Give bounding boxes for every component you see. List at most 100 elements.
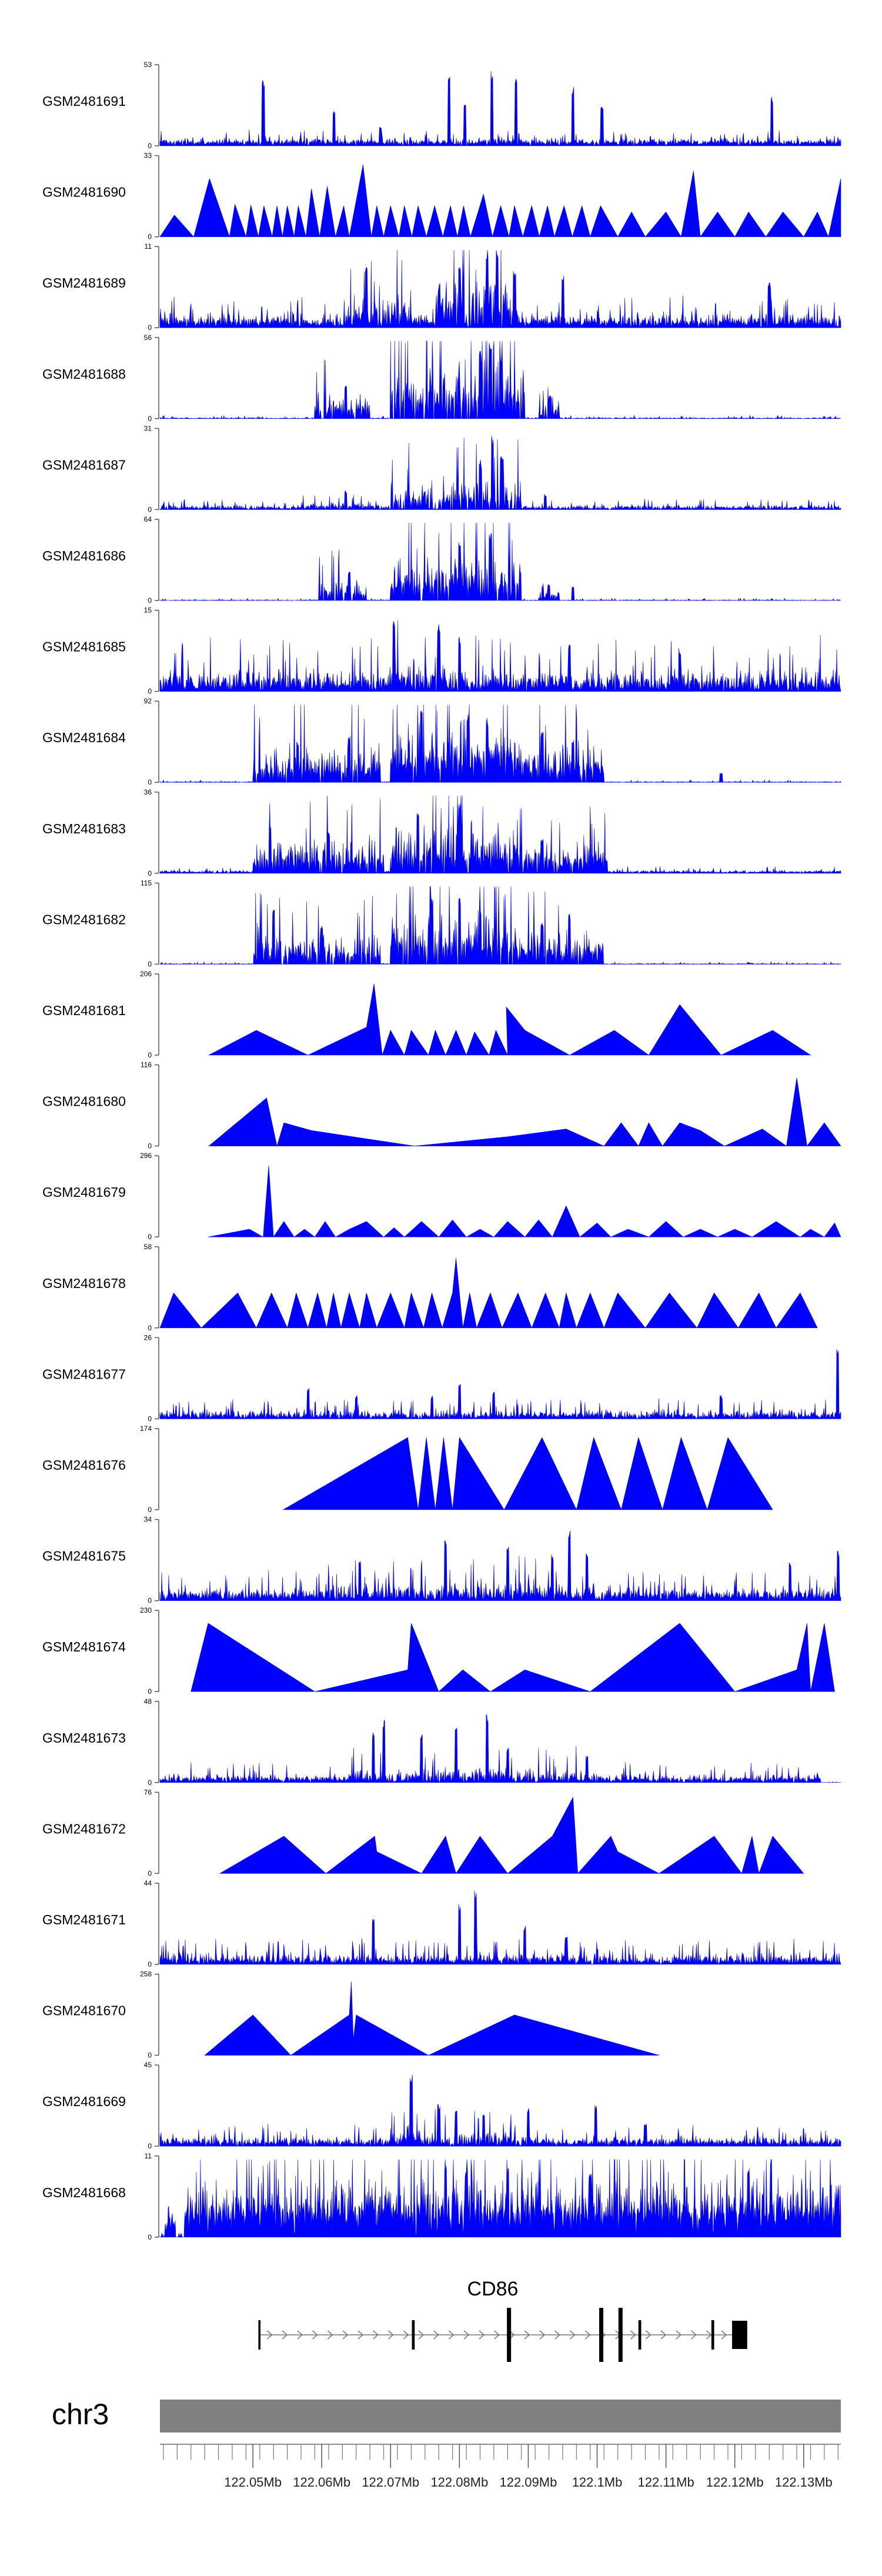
track-ymax-label: 258: [140, 1970, 152, 1978]
track-ymax-label: 33: [144, 152, 152, 160]
exon: [412, 2320, 415, 2350]
strand-arrow: [297, 2330, 303, 2340]
strand-arrow: [570, 2330, 576, 2340]
track-ymax-label: 76: [144, 1788, 152, 1796]
coverage-area: [159, 1349, 841, 1420]
coverage-area: [159, 705, 841, 783]
coverage-area: [191, 1623, 835, 1692]
coverage-area: [159, 1890, 841, 1965]
coverage-area: [282, 1437, 773, 1511]
strand-arrow: [403, 2330, 409, 2340]
strand-arrow: [584, 2330, 591, 2340]
track-ymax-label: 15: [144, 606, 152, 615]
exon: [711, 2320, 714, 2350]
track-ymin-label: 0: [148, 1414, 152, 1423]
track-ymin-label: 0: [148, 1142, 152, 1150]
strand-arrow: [479, 2330, 485, 2340]
track-label: GSM2481679: [42, 1184, 126, 1200]
track-ymax-label: 174: [140, 1424, 152, 1433]
coverage-area: [159, 2074, 841, 2147]
strand-arrow: [463, 2330, 470, 2340]
track-label: GSM2481669: [42, 2094, 126, 2109]
coverage-area: [159, 1714, 841, 1783]
track-ymin-label: 0: [148, 505, 152, 513]
track-ymin-label: 0: [148, 415, 152, 423]
track-ymax-label: 44: [144, 1879, 152, 1887]
track-ymax-label: 48: [144, 1697, 152, 1706]
strand-arrow: [509, 2330, 515, 2340]
track-ymin-label: 0: [148, 1051, 152, 1059]
track-label: GSM2481683: [42, 821, 126, 836]
strand-arrow: [630, 2330, 636, 2340]
strand-arrow: [387, 2330, 394, 2340]
track-label: GSM2481682: [42, 912, 126, 927]
coverage-area: [159, 250, 841, 328]
track-ymax-label: 31: [144, 424, 152, 432]
gene-name: CD86: [467, 2278, 519, 2300]
genome-axis-tick-label: 122.13Mb: [775, 2475, 833, 2490]
track-label: GSM2481675: [42, 1549, 126, 1564]
track-label: GSM2481672: [42, 1821, 126, 1836]
coverage-area: [159, 795, 841, 874]
track-ymin-label: 0: [148, 2051, 152, 2060]
track-ymin-label: 0: [148, 142, 152, 150]
track-ymin-label: 0: [148, 1960, 152, 1968]
track-ymax-label: 58: [144, 1243, 152, 1251]
genome-axis-tick-label: 122.07Mb: [362, 2475, 419, 2490]
track-ymin-label: 0: [148, 1687, 152, 1696]
track-label: GSM2481674: [42, 1639, 126, 1654]
coverage-area: [159, 2159, 841, 2238]
coverage-area: [208, 1165, 841, 1238]
coverage-area: [159, 1530, 841, 1601]
track-ymin-label: 0: [148, 2233, 152, 2241]
track-ymin-label: 0: [148, 2142, 152, 2150]
track-label: GSM2481686: [42, 548, 126, 563]
track-label: GSM2481670: [42, 2003, 126, 2018]
track-ymax-label: 115: [141, 879, 152, 887]
chromosome-label: chr3: [52, 2398, 109, 2431]
track-ymin-label: 0: [148, 1506, 152, 1514]
track-label: GSM2481671: [42, 1912, 126, 1927]
track-ymax-label: 45: [144, 2061, 152, 2069]
track-ymin-label: 0: [148, 688, 152, 696]
exon: [618, 2308, 623, 2362]
track-ymin-label: 0: [148, 1233, 152, 1241]
strand-arrow: [373, 2330, 379, 2340]
strand-arrow: [721, 2330, 727, 2340]
track-ymax-label: 56: [144, 333, 152, 342]
track-ymax-label: 11: [145, 2152, 152, 2160]
coverage-area: [219, 1796, 804, 1874]
track-label: GSM2481688: [42, 366, 126, 382]
genome-axis-tick-label: 122.09Mb: [499, 2475, 557, 2490]
track-label: GSM2481680: [42, 1094, 126, 1109]
strand-arrow: [494, 2330, 500, 2340]
chromosome-ideogram: [160, 2400, 841, 2432]
strand-arrow: [660, 2330, 667, 2340]
track-label: GSM2481678: [42, 1276, 126, 1291]
strand-arrow: [266, 2330, 273, 2340]
strand-arrow: [327, 2330, 333, 2340]
track-label: GSM2481677: [42, 1366, 126, 1382]
genome-axis-tick-label: 122.08Mb: [430, 2475, 488, 2490]
track-label: GSM2481685: [42, 639, 126, 655]
strand-arrow: [448, 2330, 455, 2340]
genome-axis-tick-label: 122.11Mb: [637, 2475, 694, 2490]
track-ymax-label: 206: [140, 970, 152, 978]
genome-axis-tick-label: 122.1Mb: [572, 2475, 623, 2490]
genome-axis-tick-label: 122.12Mb: [706, 2475, 764, 2490]
coverage-area: [159, 71, 841, 146]
track-ymax-label: 34: [144, 1516, 152, 1524]
track-label: GSM2481689: [42, 275, 126, 291]
strand-arrow: [282, 2330, 288, 2340]
strand-arrow: [645, 2330, 652, 2340]
coverage-area: [208, 1077, 841, 1147]
track-ymin-label: 0: [148, 869, 152, 877]
track-ymin-label: 0: [148, 596, 152, 605]
track-ymin-label: 0: [148, 1778, 152, 1787]
exon: [258, 2320, 260, 2350]
track-ymin-label: 0: [148, 233, 152, 241]
track-label: GSM2481673: [42, 1730, 126, 1746]
track-ymax-label: 230: [140, 1606, 152, 1614]
track-label: GSM2481690: [42, 185, 126, 200]
genome-axis-tick-label: 122.05Mb: [224, 2475, 282, 2490]
